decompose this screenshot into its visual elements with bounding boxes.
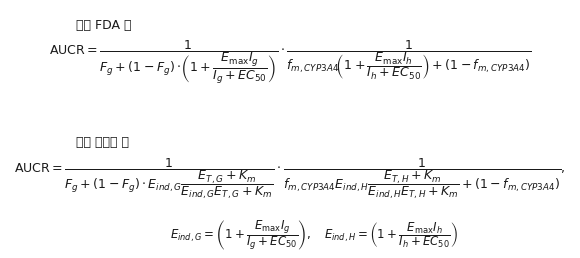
Text: 기존 FDA 식: 기존 FDA 식 [76, 19, 132, 32]
Text: $\mathrm{AUCR} = \dfrac{1}{F_g + (1-F_g)\cdot\!\left(1+\dfrac{E_{\max}I_g}{I_g+E: $\mathrm{AUCR} = \dfrac{1}{F_g + (1-F_g)… [49, 39, 531, 86]
Text: $\mathrm{AUCR} = \dfrac{1}{F_g+(1-F_g)\cdot E_{ind,G}\dfrac{E_{T,G}+K_m}{E_{ind,: $\mathrm{AUCR} = \dfrac{1}{F_g+(1-F_g)\c… [14, 157, 566, 202]
Text: $E_{ind,G} = \left(1+\dfrac{E_{\max}I_g}{I_g+EC_{50}}\right),\quadE_{ind,H} = \l: $E_{ind,G} = \left(1+\dfrac{E_{\max}I_g}… [170, 218, 458, 252]
Text: 새로 유도한 식: 새로 유도한 식 [76, 136, 129, 149]
